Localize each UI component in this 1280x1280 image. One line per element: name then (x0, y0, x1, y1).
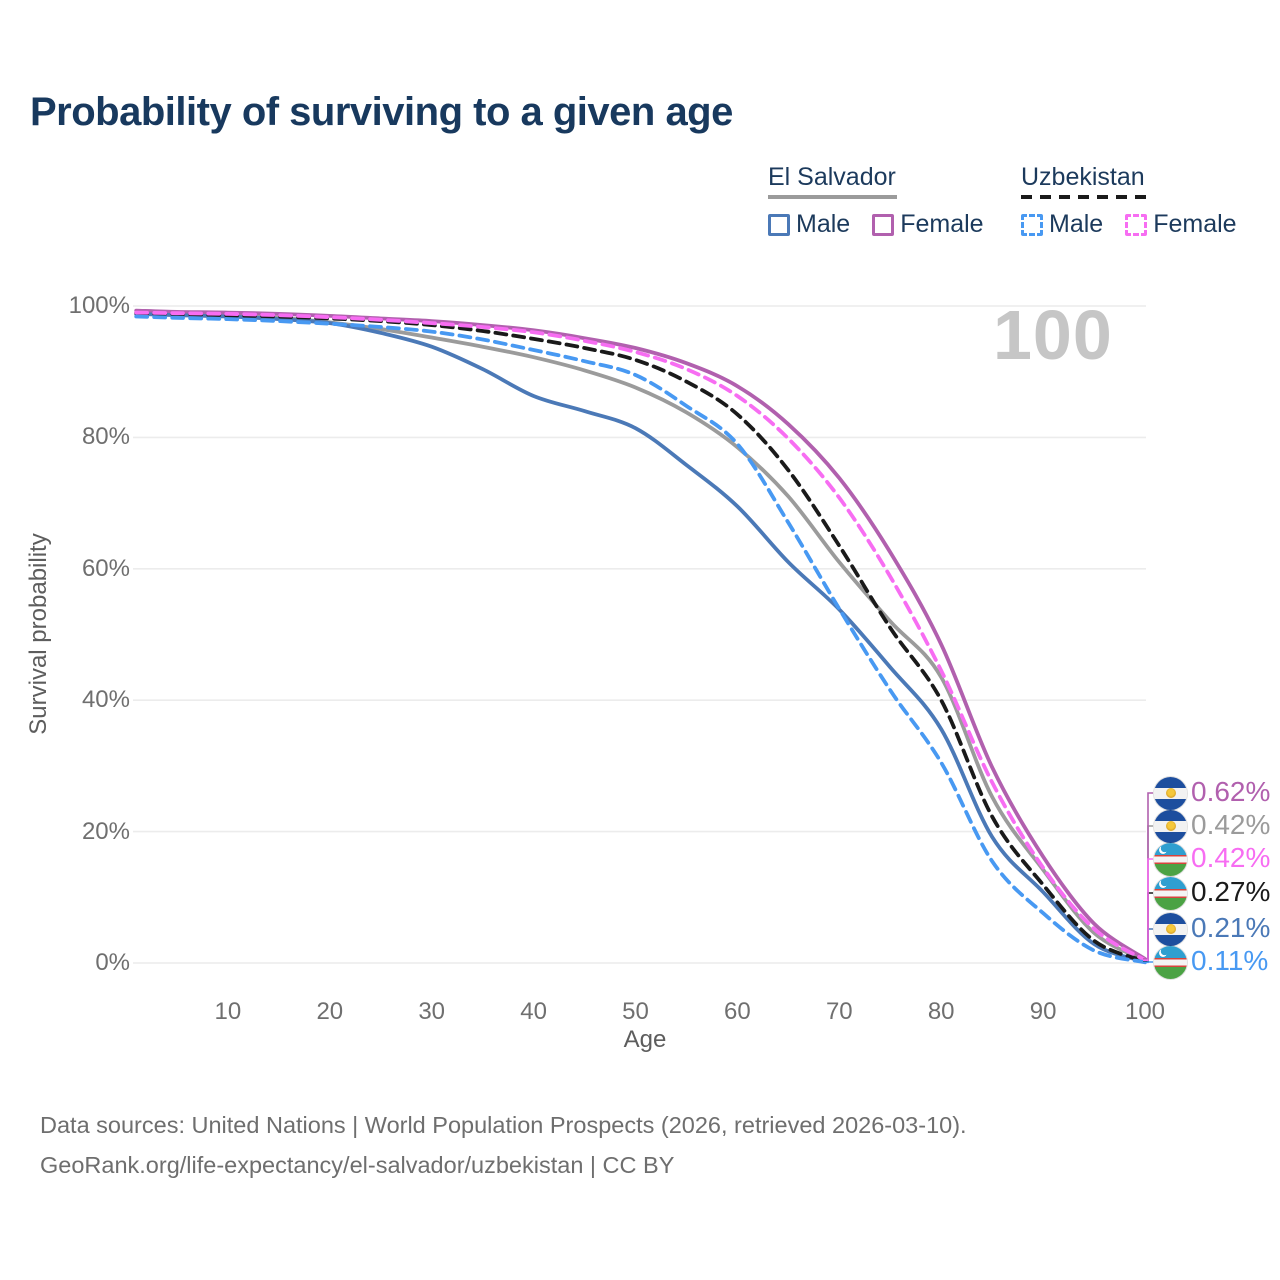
end-value-label-uz_male: 0.11% (1191, 945, 1269, 976)
end-value-label-es_male: 0.21% (1191, 912, 1271, 943)
x-tick-80: 80 (927, 998, 955, 1025)
uzbekistan-flag-icon (1154, 876, 1187, 910)
legend-country-el-salvador[interactable]: El Salvador (768, 163, 896, 191)
x-tick-30: 30 (418, 998, 446, 1025)
age-counter-watermark: 100 (993, 296, 1113, 374)
legend-underline-dashed (1021, 195, 1150, 199)
end-value-label-uz_female: 0.42% (1191, 842, 1271, 873)
legend-underline-solid (768, 195, 897, 199)
uz-male-swatch-icon (1021, 213, 1043, 236)
legend-item-uz-male[interactable]: Male (1021, 210, 1103, 239)
legend-item-label: Male (796, 210, 851, 238)
x-tick-100: 100 (1124, 998, 1166, 1025)
source-url-line[interactable]: GeoRank.org/life-expectancy/el-salvador/… (40, 1152, 675, 1178)
x-tick-10: 10 (214, 998, 242, 1025)
uzbekistan-flag-icon (1154, 842, 1187, 876)
legend-country-uzbekistan[interactable]: Uzbekistan (1021, 163, 1145, 191)
y-tick-0%: 0% (95, 949, 130, 976)
el-salvador-flag-icon (1154, 776, 1187, 810)
uz-female-swatch-icon (1125, 213, 1148, 236)
x-tick-20: 20 (316, 998, 344, 1025)
curve-uz_female[interactable] (134, 310, 1147, 963)
end-value-label-uz_all: 0.27% (1191, 876, 1271, 907)
legend-item-label: Female (900, 210, 984, 238)
uzbekistan-flag-icon (1154, 945, 1187, 979)
el-salvador-flag-icon (1154, 809, 1187, 843)
y-tick-20%: 20% (81, 817, 130, 845)
curve-uz_male[interactable] (134, 314, 1147, 965)
x-tick-50: 50 (622, 998, 649, 1025)
footer-attribution: Data sources: United Nations | World Pop… (40, 1105, 967, 1185)
x-tick-90: 90 (1029, 998, 1057, 1025)
legend-item-es-female[interactable]: Female (872, 210, 984, 239)
es-female-swatch-icon (872, 213, 895, 236)
y-tick-80%: 80% (81, 423, 130, 451)
legend-group-el-salvador: El Salvador Male Female (768, 163, 998, 239)
leader-line-uz_female (1143, 858, 1153, 961)
y-tick-40%: 40% (81, 686, 130, 714)
x-tick-60: 60 (724, 998, 751, 1025)
legend-group-uzbekistan: Uzbekistan Male Female (1021, 163, 1251, 239)
legend-item-label: Male (1049, 210, 1104, 238)
el-salvador-flag-icon (1154, 912, 1187, 946)
chart-title: Probability of surviving to a given age (30, 90, 733, 134)
y-tick-60%: 60% (81, 554, 130, 582)
end-value-label-es_all: 0.42% (1191, 809, 1271, 840)
legend-item-label: Female (1153, 210, 1237, 238)
legend-item-uz-female[interactable]: Female (1125, 210, 1237, 239)
end-value-label-es_female: 0.62% (1191, 776, 1271, 807)
x-tick-40: 40 (520, 998, 547, 1025)
y-tick-100%: 100% (68, 292, 130, 319)
y-axis-title: Survival probability (25, 533, 52, 735)
es-male-swatch-icon (768, 213, 790, 236)
data-source-line: Data sources: United Nations | World Pop… (40, 1112, 967, 1138)
x-axis-title: Age (623, 1026, 667, 1053)
legend-item-es-male[interactable]: Male (768, 210, 850, 239)
x-tick-70: 70 (825, 998, 853, 1025)
